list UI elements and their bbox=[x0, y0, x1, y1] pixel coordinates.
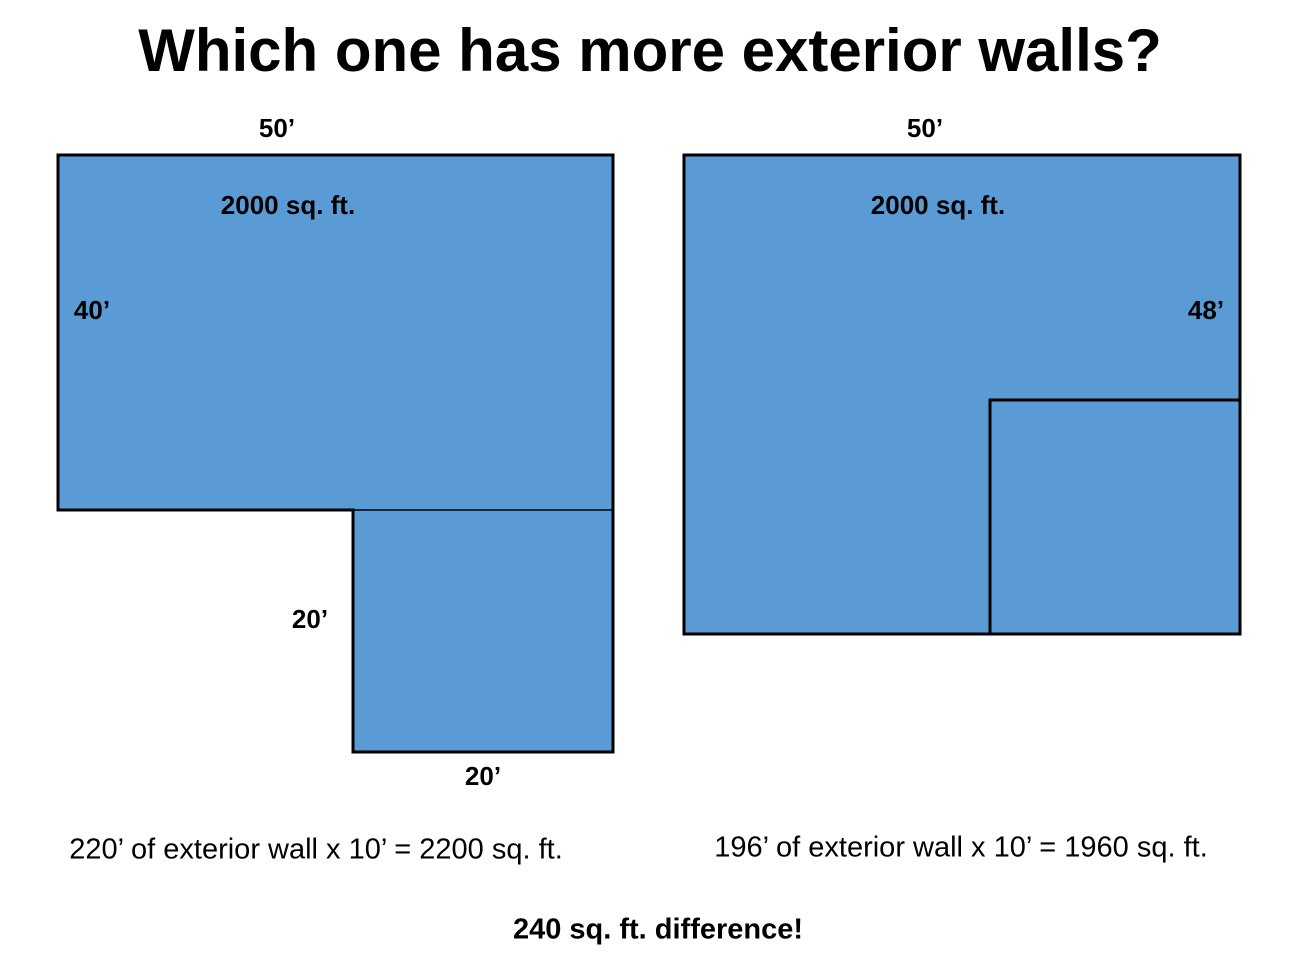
caption: 196’ of exterior wall x 10’ = 1960 sq. f… bbox=[714, 832, 1208, 864]
dimension-label: 50’ bbox=[907, 113, 943, 143]
plan-right-shape bbox=[682, 153, 1242, 636]
area-label: 2000 sq. ft. bbox=[871, 190, 1005, 220]
plan-left-shape bbox=[56, 153, 615, 754]
dimension-label: 48’ bbox=[1188, 295, 1224, 325]
dimension-label: 40’ bbox=[74, 295, 110, 325]
caption: 220’ of exterior wall x 10’ = 2200 sq. f… bbox=[69, 834, 563, 866]
dimension-label: 20’ bbox=[465, 761, 501, 791]
title: Which one has more exterior walls? bbox=[138, 17, 1162, 84]
dimension-label: 50’ bbox=[259, 113, 295, 143]
dimension-label: 20’ bbox=[292, 604, 328, 634]
plan-right-inner bbox=[988, 398, 1240, 634]
conclusion: 240 sq. ft. difference! bbox=[513, 914, 803, 946]
area-label: 2000 sq. ft. bbox=[221, 190, 355, 220]
